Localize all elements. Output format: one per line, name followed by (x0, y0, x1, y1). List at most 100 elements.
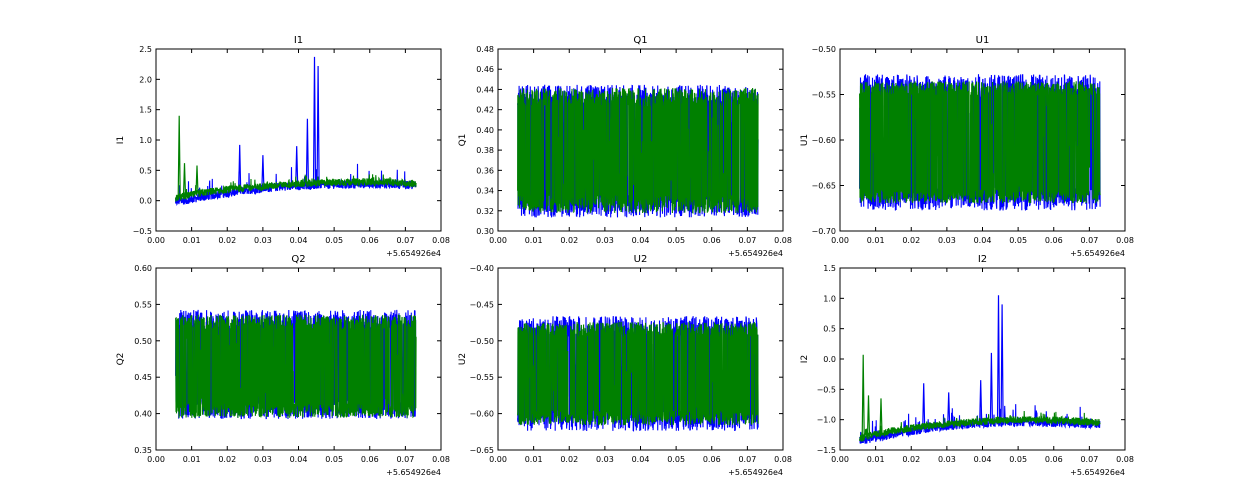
x-tick-label: 0.00 (831, 236, 849, 245)
series-spike (979, 380, 983, 424)
subplot-i2: 0.00 0.01 0.02 0.03 0.04 0.05 0.06 0.07 0.08 −1.5… (800, 254, 1134, 477)
x-tick-label: 0.00 (831, 455, 849, 464)
x-offset-label: +5.654926e4 (728, 249, 783, 258)
series-spike (182, 163, 187, 197)
y-tick-label: 0.5 (823, 325, 836, 334)
y-tick-label: 0.55 (134, 300, 152, 309)
axes-frame (155, 48, 442, 232)
y-tick-label: −0.60 (811, 136, 836, 145)
series-spike (1000, 304, 1004, 423)
y-tick-label: −0.65 (469, 446, 494, 455)
x-tick-label: 0.03 (938, 455, 956, 464)
x-tick-label: 0.06 (1045, 236, 1063, 245)
series-line-green (517, 87, 759, 214)
x-tick-label: 0.01 (183, 236, 201, 245)
x-tick-label: 0.01 (183, 455, 201, 464)
subplot-u1: 0.00 0.01 0.02 0.03 0.04 0.05 0.06 0.07 0.08 −0.7… (800, 35, 1134, 258)
y-tick-label: 1.5 (823, 264, 836, 273)
x-tick-label: 0.02 (218, 455, 236, 464)
y-tick-label: 0.45 (134, 373, 152, 382)
subplot-title: Q2 (291, 254, 305, 265)
x-tick-label: 0.08 (1116, 455, 1134, 464)
y-tick-label: 0.40 (476, 126, 494, 135)
y-tick-label: −1.5 (817, 446, 836, 455)
x-tick-label: 0.05 (325, 455, 343, 464)
y-tick-label: 0.60 (134, 264, 152, 273)
x-tick-label: 0.07 (738, 455, 756, 464)
x-tick-label: 0.04 (632, 455, 650, 464)
y-tick-label: 0.0 (139, 197, 152, 206)
x-tick-label: 0.06 (361, 236, 379, 245)
x-offset-label: +5.654926e4 (728, 468, 783, 477)
series-spike (295, 146, 299, 186)
y-tick-label: −0.5 (133, 227, 152, 236)
y-tick-label: 0.35 (134, 446, 152, 455)
x-tick-label: 0.07 (1080, 455, 1098, 464)
series-spike (305, 118, 309, 186)
series-spike (996, 295, 1001, 423)
x-tick-label: 0.02 (218, 236, 236, 245)
series-spike (316, 65, 320, 185)
series-line-green (175, 314, 417, 419)
x-tick-label: 0.02 (902, 455, 920, 464)
y-tick-label: −0.70 (811, 227, 836, 236)
x-tick-label: 0.00 (489, 236, 507, 245)
x-tick-label: 0.05 (1009, 455, 1027, 464)
x-tick-label: 0.01 (867, 455, 885, 464)
y-tick-label: −0.60 (469, 410, 494, 419)
x-tick-label: 0.04 (290, 455, 308, 464)
x-tick-label: 0.05 (667, 236, 685, 245)
series-spike (922, 383, 926, 430)
x-tick-label: 0.02 (560, 236, 578, 245)
x-tick-label: 0.04 (974, 455, 992, 464)
subplot-u2: 0.00 0.01 0.02 0.03 0.04 0.05 0.06 0.07 0.08 −0.6… (458, 254, 792, 477)
subplot-title: U1 (976, 35, 990, 46)
y-tick-label: −0.5 (817, 385, 836, 394)
y-tick-label: 0.50 (134, 337, 152, 346)
x-tick-label: 0.08 (774, 455, 792, 464)
x-tick-label: 0.01 (525, 455, 543, 464)
x-tick-label: 0.07 (396, 455, 414, 464)
x-tick-label: 0.00 (147, 236, 165, 245)
y-tick-label: 2.0 (139, 75, 152, 84)
y-tick-label: −0.50 (469, 337, 494, 346)
x-tick-label: 0.07 (1080, 236, 1098, 245)
series-spike (861, 354, 865, 438)
y-tick-label: 0.32 (476, 207, 494, 216)
y-axis-label: U2 (458, 353, 468, 365)
y-tick-label: 0.30 (476, 227, 494, 236)
subplot-q2: 0.00 0.01 0.02 0.03 0.04 0.05 0.06 0.07 0.08 0.35… (116, 254, 450, 477)
y-tick-label: −0.45 (469, 300, 494, 309)
y-axis-label: Q2 (116, 353, 126, 366)
x-tick-label: 0.06 (361, 455, 379, 464)
y-axis-label: I1 (116, 136, 126, 144)
series-line-green (175, 174, 417, 202)
subplot-i1: 0.00 0.01 0.02 0.03 0.04 0.05 0.06 0.07 0.08 −0.5… (116, 35, 450, 258)
x-tick-label: 0.05 (667, 455, 685, 464)
subplot-title: Q1 (633, 35, 647, 46)
x-tick-label: 0.06 (703, 455, 721, 464)
y-tick-label: −0.50 (811, 45, 836, 54)
y-axis-label: I2 (800, 355, 810, 363)
x-tick-label: 0.00 (147, 455, 165, 464)
x-offset-label: +5.654926e4 (1070, 468, 1125, 477)
x-tick-label: 0.02 (560, 455, 578, 464)
x-tick-label: 0.04 (632, 236, 650, 245)
x-tick-label: 0.04 (974, 236, 992, 245)
y-tick-label: −0.55 (811, 91, 836, 100)
subplot-title: I2 (978, 254, 987, 265)
x-tick-label: 0.05 (325, 236, 343, 245)
y-tick-label: −0.40 (469, 264, 494, 273)
y-axis-label: U1 (800, 134, 810, 146)
x-tick-label: 0.03 (596, 455, 614, 464)
y-tick-label: 0.38 (476, 146, 494, 155)
y-tick-label: 1.0 (823, 294, 836, 303)
x-tick-label: 0.08 (432, 455, 450, 464)
x-offset-label: +5.654926e4 (386, 249, 441, 258)
series-line-green (517, 321, 759, 426)
x-tick-label: 0.03 (938, 236, 956, 245)
y-tick-label: 0.34 (476, 187, 494, 196)
y-tick-label: 0.0 (823, 355, 836, 364)
x-tick-label: 0.05 (1009, 236, 1027, 245)
